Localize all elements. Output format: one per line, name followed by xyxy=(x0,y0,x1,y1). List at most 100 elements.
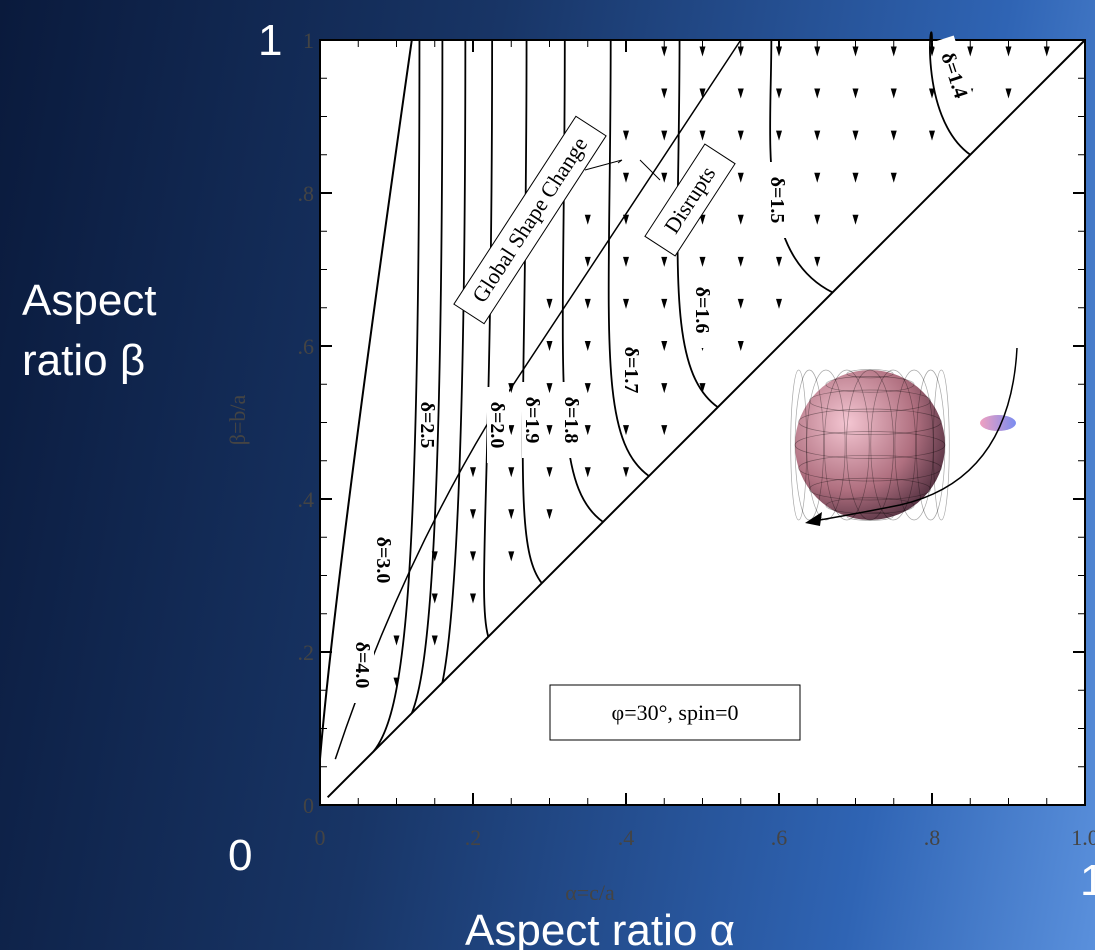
flow-arrow xyxy=(584,214,591,225)
contour-label: δ=3.0 xyxy=(372,537,394,584)
flow-arrow xyxy=(852,46,859,57)
x-axis-label: α=c/a xyxy=(565,880,615,905)
flow-arrow xyxy=(584,383,591,394)
flow-arrow xyxy=(737,88,744,99)
flow-arrow xyxy=(737,256,744,267)
flow-arrow xyxy=(546,425,553,436)
flow-arrow xyxy=(584,256,591,267)
mesh-line xyxy=(825,376,915,393)
flow-arrow xyxy=(661,172,668,183)
flow-arrow xyxy=(699,130,706,141)
flow-arrow xyxy=(584,298,591,309)
flow-arrow xyxy=(508,509,515,520)
flow-arrow xyxy=(623,298,629,309)
annotation-box xyxy=(644,143,736,257)
flow-arrow xyxy=(546,467,553,478)
boundary xyxy=(319,39,413,760)
flow-arrow xyxy=(508,551,515,562)
flow-arrow xyxy=(737,214,744,225)
flow-arrow xyxy=(623,256,629,267)
contour-label: δ=2.0 xyxy=(486,402,508,449)
contour-label-bg xyxy=(487,387,509,463)
flow-arrow xyxy=(699,46,706,57)
flow-arrow xyxy=(1005,88,1012,99)
orbit-arrow xyxy=(805,512,822,526)
flow-arrow xyxy=(737,341,744,351)
mesh-line xyxy=(794,369,824,521)
flow-arrow xyxy=(470,467,476,478)
contour-label-bg xyxy=(767,162,789,238)
contour-line xyxy=(483,39,494,637)
orbit xyxy=(807,347,1018,523)
y-tick-label: 0 xyxy=(303,793,314,818)
mesh-line xyxy=(798,454,942,482)
flow-arrow xyxy=(623,172,629,183)
origin-label: 0 xyxy=(228,831,252,880)
y-tick-label: 1 xyxy=(303,28,314,53)
flow-arrow xyxy=(852,88,859,99)
flow-arrow xyxy=(546,509,553,520)
flow-arrow xyxy=(737,46,744,57)
x-tick-label: .6 xyxy=(771,825,788,850)
flow-arrow xyxy=(661,425,668,436)
contour-line xyxy=(676,39,719,408)
flow-arrow xyxy=(623,130,629,141)
x-max-label: 1 xyxy=(1080,856,1095,905)
flow-arrow xyxy=(737,298,744,309)
mesh-line xyxy=(806,369,846,521)
flow-arrow xyxy=(699,214,706,225)
mesh-line xyxy=(808,389,932,413)
flow-arrow xyxy=(470,509,476,520)
contour-label: δ=1.8 xyxy=(560,397,582,444)
flow-arrow xyxy=(776,88,782,99)
flow-arrow xyxy=(852,172,859,183)
flow-arrow xyxy=(661,383,668,394)
contour-line xyxy=(410,39,444,714)
contour-label: δ=1.5 xyxy=(766,177,788,224)
mesh-line xyxy=(790,369,807,521)
contour-line xyxy=(607,39,650,477)
y-tick-label: .2 xyxy=(298,640,315,665)
flow-arrow xyxy=(699,383,706,394)
legend-text: φ=30°, spin=0 xyxy=(612,700,739,725)
flow-arrow xyxy=(814,130,821,141)
flow-arrow xyxy=(1043,46,1050,57)
contour-label: δ=1.6 xyxy=(691,287,713,334)
x-tick-label: .2 xyxy=(465,825,482,850)
contour-label: δ=1.7 xyxy=(620,347,642,394)
mesh-line xyxy=(824,369,870,521)
mesh-line xyxy=(846,511,894,521)
flow-arrow xyxy=(776,256,782,267)
mesh-line xyxy=(870,369,916,521)
flow-arrow xyxy=(814,256,821,267)
y-title-line1: Aspect xyxy=(22,276,157,325)
flow-arrow xyxy=(890,172,897,183)
flow-arrow xyxy=(852,130,859,141)
contour-label: δ=2.5 xyxy=(416,402,438,449)
flow-arrow xyxy=(393,635,400,646)
shape-change-line xyxy=(334,39,742,760)
flow-arrow xyxy=(470,551,476,562)
contour-label-bg xyxy=(932,35,978,115)
flow-arrow xyxy=(1005,46,1012,57)
satellite xyxy=(980,415,1016,431)
sphere xyxy=(795,370,945,520)
flow-arrow xyxy=(431,593,438,604)
flow-arrow xyxy=(776,130,782,141)
x-tick-label: .4 xyxy=(618,825,635,850)
contour-label-bg xyxy=(621,332,643,408)
contour-label-bg xyxy=(561,382,583,458)
x-tick-label: 0 xyxy=(315,825,326,850)
flow-arrow xyxy=(623,425,629,436)
mesh-line xyxy=(846,369,894,521)
flow-arrow xyxy=(776,298,782,309)
flow-arrow xyxy=(776,46,782,57)
flow-arrow xyxy=(546,341,553,351)
contour-line xyxy=(372,39,421,753)
contour-label-bg xyxy=(522,382,544,458)
flow-arrow xyxy=(508,425,515,436)
mesh-line xyxy=(808,477,932,501)
mesh-line xyxy=(846,369,894,379)
legend-box xyxy=(549,684,801,741)
